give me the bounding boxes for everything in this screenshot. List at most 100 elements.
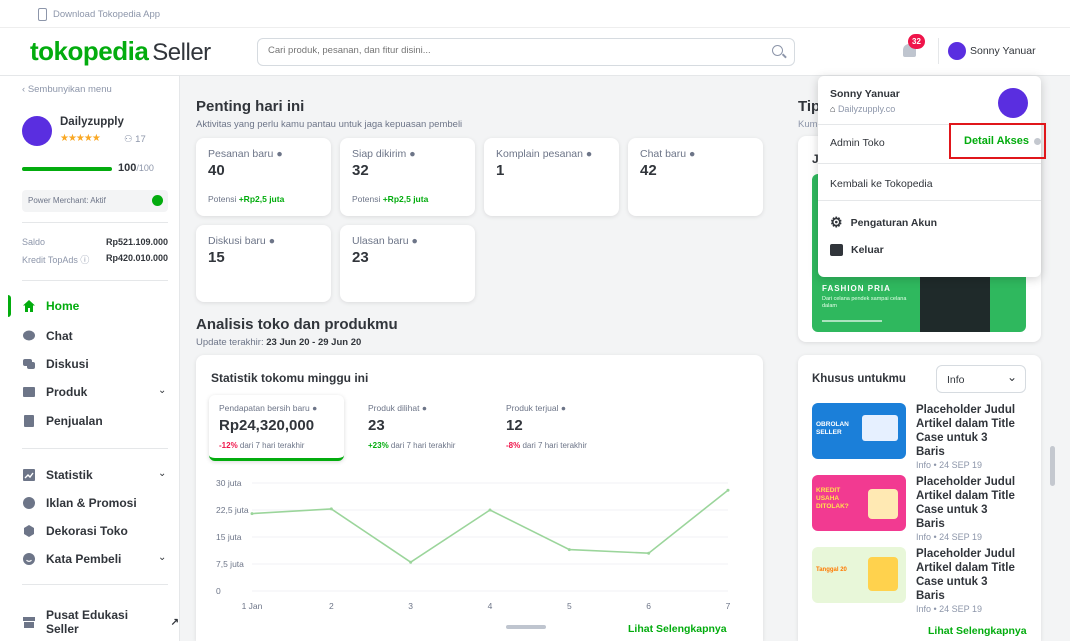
score-number: 100 (118, 162, 137, 174)
notification-bell[interactable]: 32 (902, 34, 925, 60)
kredit-label-text: Kredit TopAds (22, 255, 78, 265)
user-menu[interactable]: Sonny Yanuar (948, 40, 1058, 62)
chevron-down-icon[interactable]: ⌄ (158, 552, 167, 563)
y-tick-label: 22,5 juta (216, 505, 249, 515)
banner-dots (822, 320, 882, 322)
sidebar-item-produk[interactable]: Produk (22, 385, 87, 399)
data-point[interactable] (726, 488, 730, 492)
sidebar-divider (22, 584, 168, 585)
stat-card-label: Pesanan baru ● (208, 148, 283, 160)
stat-card-chat-baru[interactable]: Chat baru ● 42 (628, 138, 763, 216)
search-input[interactable] (268, 45, 748, 56)
sidebar-item-pusat-edukasi[interactable]: Pusat Edukasi Seller ↗ (22, 608, 179, 636)
download-app-link[interactable]: Download Tokopedia App (53, 9, 161, 20)
metric-tab-produk-dilihat[interactable]: Produk dilihat ● 23 +23% dari 7 hari ter… (358, 395, 488, 461)
merchant-stars: ★★★★★ (60, 133, 101, 144)
calendar-illustration (868, 557, 898, 591)
metric-label-text: Pendapatan bersih baru (219, 403, 310, 413)
stat-card-pesanan-baru[interactable]: Pesanan baru ● 40 Potensi +Rp2,5 juta (196, 138, 331, 216)
shop-decoration-icon (22, 524, 36, 538)
chevron-down-icon[interactable]: ⌄ (158, 468, 167, 479)
data-point[interactable] (250, 512, 254, 516)
weekly-stats-title: Statistik tokomu minggu ini (211, 371, 369, 385)
shop-name[interactable]: Dailyzupply (60, 116, 124, 128)
kredit-topads-label: Kredit TopAds ⓘ (22, 253, 89, 266)
gear-icon: ⚙ (830, 214, 843, 230)
data-point[interactable] (567, 548, 571, 552)
data-point[interactable] (647, 551, 651, 555)
data-point[interactable] (488, 508, 492, 512)
see-more-link[interactable]: Lihat Selengkapnya (628, 623, 727, 635)
sidebar-item-home[interactable]: Home (22, 299, 79, 313)
stat-card-diskusi-baru[interactable]: Diskusi baru ● 15 (196, 225, 331, 302)
dropdown-shop[interactable]: ⌂ Dailyzupply.co (830, 104, 895, 114)
tokopedia-seller-logo[interactable]: tokopedia Seller (30, 36, 211, 67)
article-item[interactable]: KREDIT USAHA DITOLAK? Placeholder Judul … (812, 475, 1026, 542)
series-line (251, 489, 729, 564)
receipt-icon (22, 414, 36, 428)
horizontal-scrollbar[interactable] (506, 625, 546, 629)
chevron-down-icon[interactable]: ⌄ (158, 385, 167, 396)
download-app-bar: Download Tokopedia App (0, 0, 1070, 28)
article-item[interactable]: OBROLAN SELLER Placeholder Judul Artikel… (812, 403, 1026, 470)
sidebar-item-penjualan[interactable]: Penjualan (22, 414, 103, 428)
vertical-scrollbar[interactable] (1050, 446, 1055, 486)
article-item[interactable]: Tanggal 20 Placeholder Judul Artikel dal… (812, 547, 1026, 614)
chat-icon (22, 329, 36, 343)
special-see-more-link[interactable]: Lihat Selengkapnya (928, 625, 1027, 637)
smile-icon (22, 552, 36, 566)
score-bar-fill (22, 167, 112, 171)
store-icon (22, 615, 36, 629)
metric-label-text: Produk terjual (506, 403, 559, 413)
metric-delta-value: -8% (506, 441, 521, 450)
sidebar-item-chat[interactable]: Chat (22, 329, 73, 343)
detail-akses-link[interactable]: Detail Akses (964, 135, 1030, 147)
search-icon[interactable] (772, 45, 783, 56)
header-divider (938, 38, 939, 64)
score-max: /100 (136, 163, 154, 173)
sidebar-item-statistik[interactable]: Statistik (22, 468, 93, 482)
score-value: 100/100 (118, 162, 154, 174)
dropdown-user-name: Sonny Yanuar (830, 88, 900, 100)
article-meta: Info • 24 SEP 19 (916, 460, 983, 470)
data-point[interactable] (409, 560, 413, 564)
note-value: +Rp2,5 juta (382, 194, 429, 204)
stat-card-komplain[interactable]: Komplain pesanan ● 1 (484, 138, 619, 216)
stat-card-siap-dikirim[interactable]: Siap dikirim ● 32 Potensi +Rp2,5 juta (340, 138, 475, 216)
stat-card-note: Potensi +Rp2,5 juta (208, 194, 284, 204)
y-tick-label: 15 juta (216, 532, 242, 542)
stat-card-label: Siap dikirim ● (352, 148, 416, 160)
sidebar-item-label: Produk (46, 385, 88, 399)
sidebar-item-kata-pembeli[interactable]: Kata Pembeli (22, 552, 121, 566)
banner-text: Dari celana pendek sampai celana dalam (822, 296, 907, 309)
back-to-tokopedia-link[interactable]: Kembali ke Tokopedia (830, 178, 933, 190)
info-icon: ● (560, 403, 566, 413)
stat-card-label: Chat baru ● (640, 148, 695, 160)
select-value: Info (947, 374, 965, 386)
logout-item[interactable]: Keluar (830, 244, 884, 256)
sidebar-divider (22, 222, 168, 223)
kredit-topads-value[interactable]: Rp420.010.000 (106, 253, 169, 263)
sidebar-item-diskusi[interactable]: Diskusi (22, 357, 89, 371)
tips-card-title: J (812, 152, 819, 166)
metric-tab-pendapatan[interactable]: Pendapatan bersih baru ● Rp24,320,000 -1… (209, 395, 344, 461)
data-point[interactable] (329, 507, 333, 511)
account-settings-item[interactable]: ⚙ Pengaturan Akun (830, 214, 937, 231)
special-category-select[interactable]: Info ⌄ (936, 365, 1026, 393)
search-box[interactable] (257, 38, 795, 66)
metric-tab-produk-terjual[interactable]: Produk terjual ● 12 -8% dari 7 hari tera… (496, 395, 626, 461)
stat-card-ulasan-baru[interactable]: Ulasan baru ● 23 (340, 225, 475, 302)
article-meta: Info • 24 SEP 19 (916, 604, 983, 614)
stat-card-value: 15 (208, 249, 225, 266)
sidebar-item-dekorasi-toko[interactable]: Dekorasi Toko (22, 524, 128, 538)
notification-badge: 32 (908, 34, 925, 49)
search-icon-handle (782, 53, 787, 59)
stat-card-note: Potensi +Rp2,5 juta (352, 194, 428, 204)
hide-menu-button[interactable]: ‹ Sembunyikan menu (22, 84, 112, 95)
sidebar-item-label: Pusat Edukasi Seller (46, 608, 129, 636)
user-avatar (948, 42, 966, 60)
saldo-value[interactable]: Rp521.109.000 (106, 237, 169, 247)
power-merchant-badge[interactable]: Power Merchant: Aktif (22, 190, 168, 212)
sidebar-item-iklan-promosi[interactable]: Iklan & Promosi (22, 496, 137, 510)
analysis-update: Update terakhir: 23 Jun 20 - 29 Jun 20 (196, 337, 361, 348)
